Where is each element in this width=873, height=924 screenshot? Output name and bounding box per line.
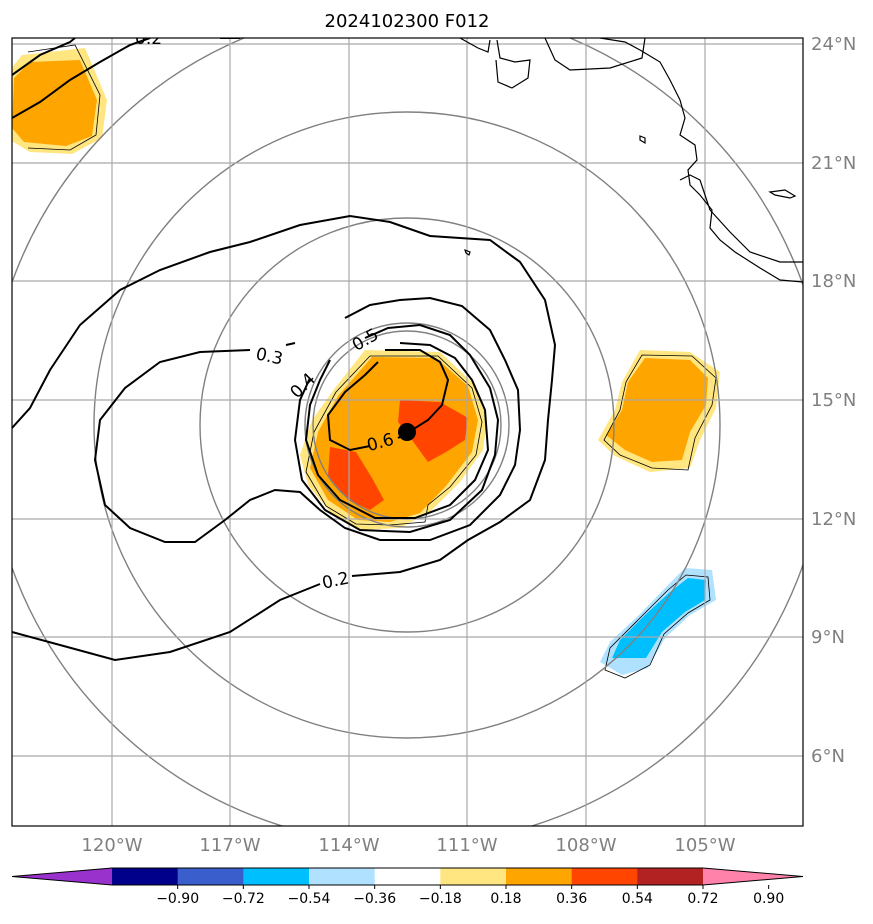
figure-title: 2024102300 F012: [325, 11, 490, 32]
map-frame: [11, 37, 804, 827]
lat-tick-18n: 18°N: [811, 271, 856, 292]
colorbar-segment: [309, 868, 376, 885]
contour-0.4: [293, 323, 500, 534]
shaded-field: [12, 48, 720, 675]
lat-tick-9n: 9°N: [811, 627, 845, 648]
range-ring-1: [304, 322, 510, 528]
colorbar-tick-label: 0.36: [556, 891, 587, 907]
positive-core-center: [398, 400, 468, 462]
coastline-gulf-east: [679, 174, 803, 263]
positive-blob-east-inner: [606, 358, 708, 462]
outline-east: [603, 354, 717, 471]
contour-0.2-top-left-gap: [12, 38, 76, 76]
contour-0.2-south: [12, 214, 557, 662]
colorbar-extend-high: [703, 868, 803, 885]
lat-tick-6n: 6°N: [811, 746, 845, 767]
colorbar-segment: [571, 868, 638, 885]
contour-label-0.4: 0.4: [287, 369, 320, 402]
island-islas-marias: [639, 135, 646, 145]
lat-tick-labels: 24°N 21°N 18°N 15°N 12°N 9°N 6°N: [811, 34, 856, 767]
contour-label-top: 0.2: [135, 29, 162, 49]
colorbar-segment: [440, 868, 507, 885]
outline-southeast: [604, 574, 711, 679]
lat-tick-15n: 15°N: [811, 390, 856, 411]
outline-center: [305, 355, 483, 526]
colorbar-tick-label: 0.54: [622, 891, 653, 907]
contour-0.3: [93, 296, 522, 543]
island-small-east: [768, 189, 797, 199]
range-ring-2: [199, 217, 615, 633]
coastlines: [459, 38, 803, 283]
island-socorro: [464, 248, 471, 256]
coastline-baja-peninsula: [459, 38, 531, 89]
colorbar-tick-label: 0.72: [687, 891, 718, 907]
colorbar-segment: [112, 868, 179, 885]
lon-tick-111w: 111°W: [436, 835, 497, 856]
colorbar-tick-label: −0.90: [156, 891, 199, 907]
lat-tick-21n: 21°N: [811, 153, 856, 174]
range-ring-3: [93, 111, 721, 739]
colorbar-tick-label: −0.72: [222, 891, 265, 907]
colorbar-segment: [637, 868, 704, 885]
colorbar: −0.90 −0.72 −0.54 −0.36 −0.18 0.18 0.36 0.54 0.7…: [11, 867, 804, 907]
lon-tick-120w: 120°W: [81, 835, 142, 856]
shading-outlines: [27, 44, 717, 679]
colorbar-segment: [374, 868, 441, 885]
lat-tick-12n: 12°N: [811, 509, 856, 530]
colorbar-outline: [11, 867, 804, 886]
gridlines: [12, 38, 803, 826]
outline-northwest: [27, 44, 101, 151]
colorbar-tick-label: −0.36: [353, 891, 396, 907]
lon-tick-114w: 114°W: [318, 835, 379, 856]
lon-tick-labels: 120°W 117°W 114°W 111°W 108°W 105°W: [81, 835, 735, 856]
colorbar-tick-label: −0.54: [288, 891, 331, 907]
contour-label-0.3: 0.3: [254, 344, 285, 369]
lat-tick-24n: 24°N: [811, 34, 856, 55]
colorbar-segment: [177, 868, 244, 885]
contour-0.5: [304, 342, 490, 519]
colorbar-tick-label: 0.18: [490, 891, 521, 907]
colorbar-segment: [506, 868, 573, 885]
map-area: 0.2 0.2 0.3 0.4 0.5 0.6: [12, 29, 803, 826]
storm-center-marker: [398, 423, 416, 441]
coastline-mainland-mexico: [544, 38, 803, 283]
colorbar-tick-label: −0.18: [419, 891, 462, 907]
lon-tick-117w: 117°W: [199, 835, 260, 856]
contour-lines: [12, 38, 557, 662]
colorbar-tick-label: 0.90: [753, 891, 784, 907]
lon-tick-105w: 105°W: [674, 835, 735, 856]
colorbar-extend-low: [12, 868, 112, 885]
positive-blob-northwest-inner: [12, 60, 97, 146]
lon-tick-108w: 108°W: [555, 835, 616, 856]
contour-label-0.2: 0.2: [320, 568, 351, 593]
positive-core-southwest: [328, 447, 384, 510]
colorbar-segment: [243, 868, 310, 885]
contour-0.2-top: [12, 38, 240, 119]
